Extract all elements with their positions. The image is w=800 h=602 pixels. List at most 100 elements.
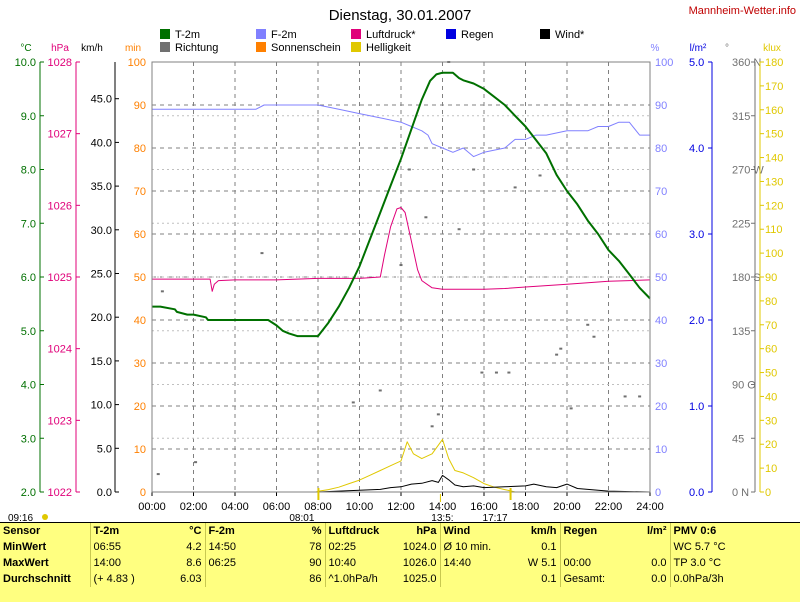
tick-label-brightness: 30 <box>765 415 777 427</box>
direction-point <box>424 216 428 219</box>
stats-wind-time: Ø 10 min. <box>439 539 510 555</box>
stats-hum-unit: % <box>311 525 322 537</box>
tick-label-direction: 360 N <box>732 57 761 69</box>
stats-sensor-header: Sensor <box>3 525 41 537</box>
direction-point <box>586 323 590 326</box>
stats-temp-time: 06:55 <box>89 539 160 555</box>
tick-label-brightness: 170 <box>765 81 783 93</box>
brand-link[interactable]: Mannheim-Wetter.info <box>689 5 796 17</box>
stats-row-avg: Durchschnitt (+ 4.83 ) 6.03 86 ^1.0hPa/h… <box>0 571 800 587</box>
tick-label-humidity: 100 <box>655 57 673 69</box>
axes: 2.03.04.05.06.07.08.09.010.0102210231024… <box>15 57 784 513</box>
tick-label-brightness: 120 <box>765 200 783 212</box>
direction-point <box>592 335 596 338</box>
stats-wind-time <box>439 571 510 587</box>
tick-label-time: 00:00 <box>138 501 166 513</box>
plot-border <box>151 61 651 493</box>
legend-label: Wind* <box>555 29 585 41</box>
direction-point <box>472 168 476 171</box>
tick-label-wind: 45.0 <box>91 94 112 106</box>
direction-point <box>430 425 434 428</box>
tick-label-brightness: 50 <box>765 368 777 380</box>
tick-label-temp: 5.0 <box>21 326 36 338</box>
tick-label-brightness: 80 <box>765 296 777 308</box>
stats-wind-header: Wind <box>439 523 510 539</box>
stats-row-max: MaxWert 14:00 8.6 06:25 90 10:40 1026.0 … <box>0 555 800 571</box>
series-line-t2m <box>152 71 651 338</box>
tick-label-time: 18:00 <box>512 501 540 513</box>
direction-point <box>436 413 440 416</box>
tick-label-humidity: 30 <box>655 358 667 370</box>
stats-wind-dir: W 5.1 <box>527 557 557 569</box>
tick-label-sunshine: 50 <box>134 272 146 284</box>
axis-headers: °C hPa km/h min% l/m² ° klux <box>20 43 781 54</box>
tick-label-wind: 20.0 <box>91 312 112 324</box>
tick-label-humidity: 70 <box>655 186 667 198</box>
tick-label-brightness: 140 <box>765 153 783 165</box>
legend-label: Luftdruck* <box>366 29 416 41</box>
stats-hum-value: 90 <box>309 557 322 569</box>
tick-label-temp: 8.0 <box>21 165 36 177</box>
stats-temp-time: 14:00 <box>89 555 160 571</box>
tick-label-brightness: 160 <box>765 105 783 117</box>
stats-hum-value: 86 <box>309 573 322 585</box>
tick-label-rain: 3.0 <box>689 229 704 241</box>
tick-label-sunshine: 80 <box>134 143 146 155</box>
stats-wind-value: 0.1 <box>541 541 557 553</box>
tick-label-humidity: 10 <box>655 444 667 456</box>
direction-point <box>160 290 164 293</box>
tick-label-brightness: 130 <box>765 176 783 188</box>
stats-rain-time: Gesamt: <box>559 571 630 587</box>
tick-label-time: 12:00 <box>387 501 415 513</box>
legend-swatch <box>446 29 456 39</box>
sunset-label: 17:17 <box>483 513 508 522</box>
axis-unit-direction: ° <box>725 43 729 54</box>
legend-swatch <box>160 42 170 52</box>
tick-label-humidity: 20 <box>655 401 667 413</box>
stats-temp-value: 6.03 <box>180 573 202 585</box>
tick-label-wind: 40.0 <box>91 137 112 149</box>
axis-unit-sunshine: min <box>125 43 141 54</box>
series-line-luftdruck <box>152 207 651 292</box>
legend-swatch <box>351 29 361 39</box>
stats-rain-unit: l/m² <box>646 525 667 537</box>
tick-label-time: 14:00 <box>429 501 457 513</box>
tick-label-wind: 30.0 <box>91 225 112 237</box>
tick-label-time: 22:00 <box>595 501 623 513</box>
tick-label-brightness: 100 <box>765 248 783 260</box>
tick-label-pressure: 1028 <box>48 57 72 69</box>
direction-point <box>351 401 355 404</box>
sunrise-label: 08:01 <box>289 513 314 522</box>
tick-label-wind: 15.0 <box>91 356 112 368</box>
tick-label-sunshine: 70 <box>134 186 146 198</box>
stats-pmv-value: WC 5.7 °C <box>669 539 800 555</box>
direction-point <box>260 252 264 255</box>
direction-point <box>194 461 198 464</box>
direction-point <box>638 395 642 398</box>
direction-point <box>399 264 403 267</box>
stats-pres-unit: hPa <box>416 525 437 537</box>
stats-rain-value: 0.0 <box>651 557 667 569</box>
tick-label-rain: 0.0 <box>689 487 704 499</box>
legend-swatch <box>160 29 170 39</box>
tick-label-sunshine: 100 <box>128 57 146 69</box>
direction-point <box>480 371 484 374</box>
tick-label-temp: 9.0 <box>21 111 36 123</box>
tick-label-time: 24:00 <box>636 501 664 513</box>
tick-label-brightness: 40 <box>765 391 777 403</box>
tick-label-time: 10:00 <box>346 501 374 513</box>
stats-panel: Sensor T-2m °C F-2m % Luftdruck hPa Wind… <box>0 522 800 602</box>
tick-label-humidity: 80 <box>655 143 667 155</box>
stats-pres-value: 1025.0 <box>402 573 437 585</box>
stats-hum-time <box>204 571 275 587</box>
stats-temp-unit: °C <box>189 525 202 537</box>
tick-label-brightness: 180 <box>765 57 783 69</box>
tick-label-time: 20:00 <box>553 501 581 513</box>
tick-label-rain: 2.0 <box>689 315 704 327</box>
tick-label-brightness: 90 <box>765 272 777 284</box>
tick-label-temp: 6.0 <box>21 272 36 284</box>
stats-temp-time: (+ 4.83 ) <box>89 571 160 587</box>
weather-chart: Dienstag, 30.01.2007 Mannheim-Wetter.inf… <box>8 5 796 522</box>
stats-row-min: MinWert 06:55 4.2 14:50 78 02:25 1024.0 … <box>0 539 800 555</box>
legend-label: Regen <box>461 29 493 41</box>
